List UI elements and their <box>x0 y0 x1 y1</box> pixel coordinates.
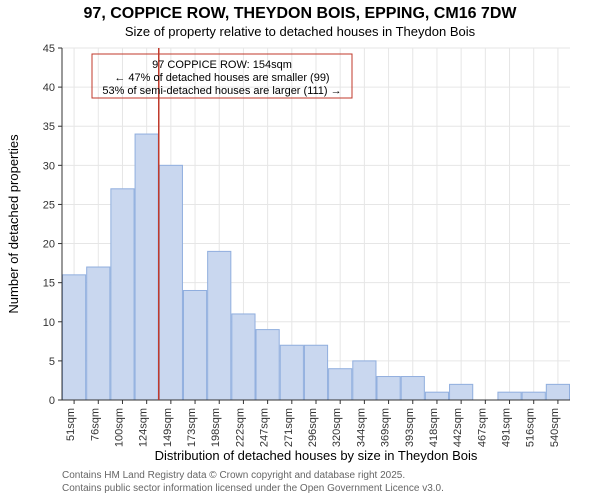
xtick-label: 540sqm <box>549 408 561 447</box>
xtick-label: 344sqm <box>355 408 367 447</box>
histogram-bar <box>135 134 158 400</box>
histogram-bar <box>232 314 255 400</box>
xtick-label: 418sqm <box>428 408 440 447</box>
histogram-bar <box>87 267 110 400</box>
xtick-label: 271sqm <box>283 408 295 447</box>
title-line1: 97, COPPICE ROW, THEYDON BOIS, EPPING, C… <box>84 5 518 22</box>
ytick-label: 20 <box>43 239 55 251</box>
ytick-label: 15 <box>43 278 55 290</box>
histogram-bar <box>329 369 352 400</box>
callout-line2: ← 47% of detached houses are smaller (99… <box>114 72 329 84</box>
xtick-label: 51sqm <box>65 408 77 441</box>
attribution-line2: Contains public sector information licen… <box>62 483 444 494</box>
histogram-bar <box>401 377 424 400</box>
xtick-label: 467sqm <box>476 408 488 447</box>
xtick-label: 198sqm <box>210 408 222 447</box>
histogram-bar <box>498 392 521 400</box>
histogram-bar <box>63 275 86 400</box>
histogram-bar <box>256 330 279 400</box>
xtick-label: 76sqm <box>89 408 101 441</box>
histogram-bar <box>183 290 206 400</box>
xtick-label: 149sqm <box>162 408 174 447</box>
ytick-label: 40 <box>43 82 55 94</box>
callout-line3: 53% of semi-detached houses are larger (… <box>102 85 341 97</box>
ytick-label: 30 <box>43 160 55 172</box>
histogram-bar <box>377 377 400 400</box>
histogram-bar <box>522 392 545 400</box>
xtick-label: 442sqm <box>452 408 464 447</box>
callout-line1: 97 COPPICE ROW: 154sqm <box>152 59 292 71</box>
ytick-label: 10 <box>43 317 55 329</box>
ytick-label: 35 <box>43 121 55 133</box>
histogram-bar <box>450 384 473 400</box>
xtick-label: 124sqm <box>138 408 150 447</box>
xtick-label: 296sqm <box>307 408 319 447</box>
histogram-bar <box>280 345 303 400</box>
histogram-bar <box>304 345 327 400</box>
xtick-label: 369sqm <box>380 408 392 447</box>
histogram-bar <box>208 251 231 400</box>
ytick-label: 5 <box>49 356 55 368</box>
y-axis-label: Number of detached properties <box>6 134 21 314</box>
histogram-bar <box>111 189 134 400</box>
xtick-label: 320sqm <box>331 408 343 447</box>
xtick-label: 247sqm <box>259 408 271 447</box>
xtick-label: 516sqm <box>525 408 537 447</box>
histogram-bar <box>546 384 569 400</box>
attribution-line1: Contains HM Land Registry data © Crown c… <box>62 470 405 481</box>
histogram-bar <box>353 361 376 400</box>
xtick-label: 222sqm <box>234 408 246 447</box>
title-line2: Size of property relative to detached ho… <box>125 24 476 39</box>
ytick-label: 0 <box>49 395 55 407</box>
ytick-label: 25 <box>43 199 55 211</box>
x-axis-label: Distribution of detached houses by size … <box>155 448 478 463</box>
ytick-label: 45 <box>43 43 55 55</box>
xtick-label: 100sqm <box>113 408 125 447</box>
histogram-bar <box>425 392 448 400</box>
histogram-bar <box>159 165 182 400</box>
xtick-label: 491sqm <box>501 408 513 447</box>
xtick-label: 173sqm <box>186 408 198 447</box>
xtick-label: 393sqm <box>404 408 416 447</box>
chart-container: { "title_line1": "97, COPPICE ROW, THEYD… <box>0 0 600 500</box>
histogram-chart: 97, COPPICE ROW, THEYDON BOIS, EPPING, C… <box>0 0 600 500</box>
